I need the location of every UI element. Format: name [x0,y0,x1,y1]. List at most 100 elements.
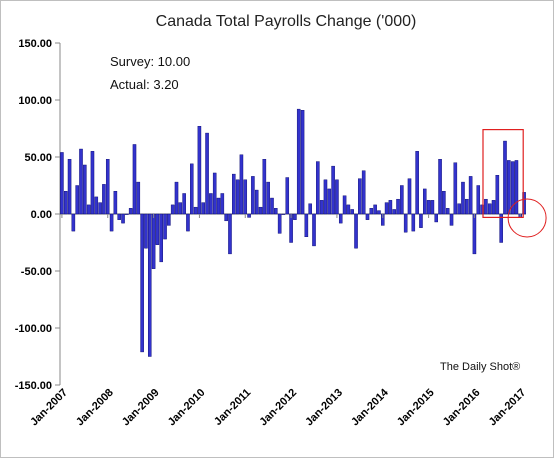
bar [289,213,293,243]
bar [144,213,148,249]
bar [216,197,221,215]
x-tick-label: Jan-2015 [395,387,437,429]
bar [403,213,408,233]
bar [369,208,374,215]
x-tick-label: Jan-2008 [74,387,116,429]
bar-series [60,108,526,357]
bar [510,161,515,215]
bar [125,213,129,215]
bar [63,190,68,215]
x-axis: Jan-2007 Jan-2008 Jan-2009 Jan-2010 Jan-2011… [28,214,528,428]
y-tick-label: -100.00 [15,323,52,335]
bar [128,208,133,215]
bar [476,185,481,215]
bar [442,190,446,215]
bar [392,209,396,215]
bar [449,213,454,226]
bar [102,184,106,215]
bar [117,213,121,220]
bar [140,213,144,353]
bar [190,163,194,215]
bar [151,213,156,269]
bar [388,200,393,215]
bar [86,204,91,215]
y-tick-label: -50.00 [21,266,52,278]
chart-title: Canada Total Payrolls Change ('000) [156,13,417,30]
bar [132,144,137,215]
bar [316,161,320,215]
bar [163,213,167,240]
bar [335,179,339,215]
bar [170,204,175,215]
bar [109,213,114,232]
x-tick-label: Jan-2010 [166,387,208,429]
bar [499,213,503,243]
bar [472,213,477,255]
bar [224,213,228,222]
bar [430,200,435,215]
bar [423,188,427,215]
bar [79,148,83,215]
bar [262,159,267,215]
bar [438,159,442,215]
bar [522,192,526,215]
bar [105,159,110,215]
bar [400,185,404,215]
bar [507,160,511,215]
bar [285,177,290,215]
bar [193,206,198,215]
highlight-overlays [482,129,547,238]
bar [186,213,190,232]
bar [480,204,484,215]
bar [331,165,335,215]
bar [445,208,450,215]
bar [90,151,95,215]
bar [396,198,400,215]
y-tick-label: 150.00 [18,38,52,50]
bar [201,202,205,215]
bar [407,178,412,215]
bar [67,159,72,215]
bar [434,213,439,223]
bar [377,210,381,215]
y-axis: 150.00 100.00 50.00 0.00 -50.00 -100.00 -150.0… [15,38,526,392]
highlight-circle [507,198,547,238]
x-tick-label: Jan-2014 [349,386,391,428]
bar [453,162,458,215]
bar [159,213,163,263]
bar [212,172,217,215]
bar [503,140,507,215]
bar [514,160,519,215]
bar [411,213,416,232]
x-tick-label: Jan-2009 [120,387,162,429]
y-tick-label: 50.00 [24,152,52,164]
x-tick-label: Jan-2007 [28,387,70,429]
bar [415,151,419,215]
x-tick-label: Jan-2011 [212,387,253,428]
bar [361,170,366,215]
x-tick-label: Jan-2017 [487,387,529,429]
bar [220,193,225,215]
bar [342,195,347,215]
bar [136,181,141,215]
bar [258,206,263,215]
bar [308,203,312,215]
bar [83,164,87,215]
source-label: The Daily Shot® [440,361,520,373]
actual-annotation: Actual: 3.20 [110,77,179,92]
bar [358,178,362,215]
x-tick-label: Jan-2016 [441,387,483,429]
bar [98,202,102,215]
bar [239,154,244,215]
bar [167,213,171,226]
bar [487,203,492,215]
x-tick-label: Jan-2013 [303,387,345,429]
y-tick-label: -150.00 [15,380,52,392]
bar [254,189,259,215]
bar [205,132,209,215]
bar [373,204,377,215]
bar [465,198,469,215]
bar [121,213,125,224]
bar [270,197,274,215]
